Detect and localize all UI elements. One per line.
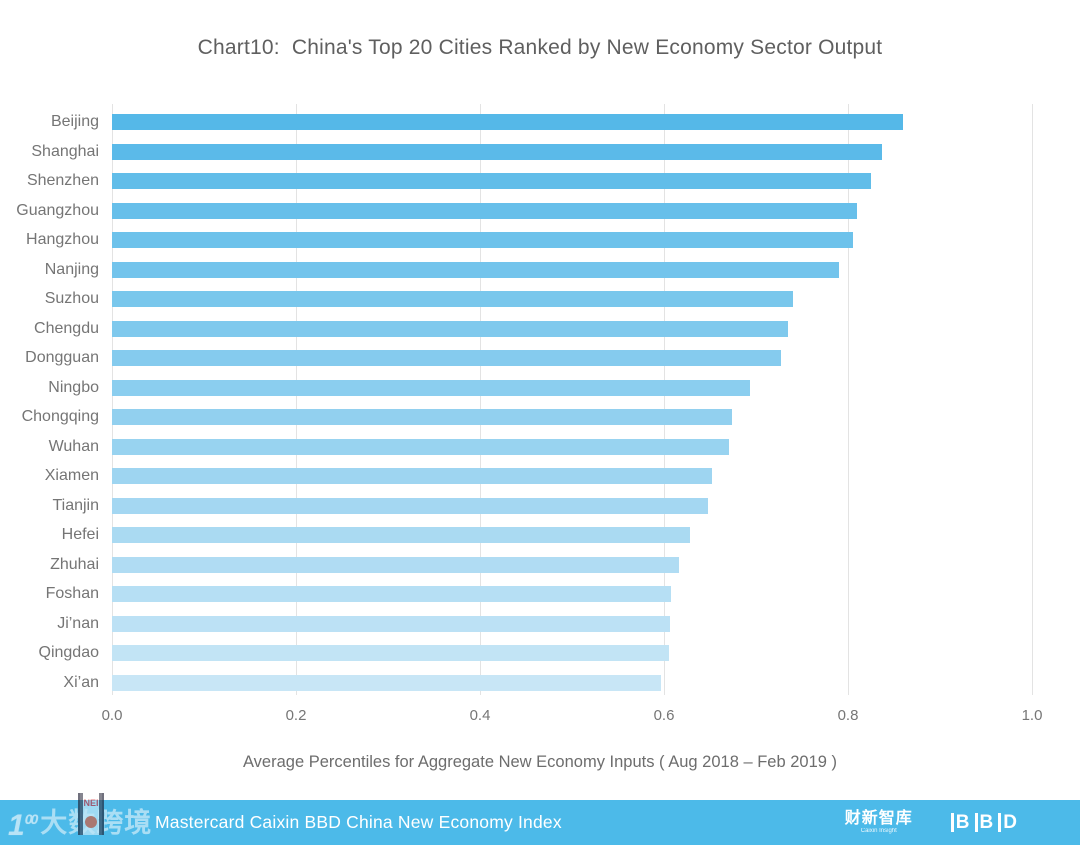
bar-row: Suzhou	[45, 291, 1032, 308]
plot-area: Beijing Shanghai Shenzhen Guangzhou Hangzhou…	[16, 104, 1033, 695]
watermark-text: 大数跨境	[40, 807, 153, 838]
bar[interactable]	[112, 232, 853, 249]
caixin-logo-subtext: Caixin Insight	[860, 827, 897, 834]
bar-row: Zhuhai	[50, 556, 1032, 573]
bar[interactable]	[112, 438, 730, 455]
bar-label: Beijing	[50, 113, 99, 130]
bar[interactable]	[112, 468, 712, 485]
bbd-logo-letter: D	[998, 813, 1017, 832]
bar-label: Xiamen	[44, 467, 99, 485]
gridline	[480, 104, 481, 695]
bar-row: Chongqing	[22, 409, 1032, 426]
nei-logo-icon: NEI	[78, 793, 104, 835]
bar-label: Xi’an	[63, 673, 99, 691]
gridline	[664, 104, 665, 695]
gridline	[848, 104, 849, 695]
nei-dot-icon	[85, 816, 97, 828]
bar-row: Qingdao	[39, 645, 1032, 662]
bar[interactable]	[112, 615, 671, 632]
bar-label: Dongguan	[25, 349, 99, 367]
bar-row: Hefei	[62, 527, 1032, 544]
bar-label: Tianjin	[52, 496, 99, 514]
nei-label: NEI	[83, 798, 99, 808]
bar-rows: Beijing Shanghai Shenzhen Guangzhou Hangzhou…	[16, 114, 1032, 691]
footer-bar: 100 大数跨境 NEI Mastercard Caixin BBD China…	[0, 793, 1080, 845]
bar-row: Ningbo	[48, 379, 1032, 396]
bar[interactable]	[112, 674, 662, 691]
x-axis-label: Average Percentiles for Aggregate New Ec…	[242, 753, 838, 771]
x-axis-ticks: 0.0 0.2 0.4 0.6 0.8 1.0	[102, 707, 1043, 727]
bar-row: Hangzhou	[26, 232, 1032, 249]
x-tick-label: 0.2	[285, 707, 307, 724]
bar[interactable]	[112, 202, 858, 219]
bar[interactable]	[112, 645, 669, 662]
x-tick-label: 0.4	[469, 707, 491, 724]
bar[interactable]	[112, 320, 789, 337]
bar-row: Wuhan	[49, 438, 1032, 455]
bar-row: Ji’nan	[57, 615, 1032, 632]
x-tick-label: 1.0	[1021, 707, 1043, 724]
bar[interactable]	[112, 143, 883, 160]
bar-row: Tianjin	[52, 497, 1032, 514]
bar-label: Ji’nan	[57, 614, 99, 632]
bar[interactable]	[112, 350, 781, 367]
bar-row: Guangzhou	[16, 202, 1032, 219]
bar-row: Beijing	[51, 114, 1032, 130]
bar[interactable]	[112, 586, 672, 603]
bar-row: Shenzhen	[27, 173, 1032, 190]
bar-label: Hefei	[61, 526, 99, 544]
chart-title: Chart10: China's Top 20 Cities Ranked by…	[197, 36, 883, 59]
bar-row: Chengdu	[34, 320, 1032, 337]
x-tick-label: 0.8	[837, 707, 859, 724]
bar[interactable]	[112, 527, 690, 544]
watermark: 100 大数跨境 NEI	[8, 793, 153, 842]
gridline	[112, 104, 113, 695]
caixin-logo-text: 财新智库	[844, 809, 913, 827]
bar-label: Chongqing	[21, 408, 99, 426]
bar-label: Zhuhai	[50, 555, 99, 573]
bar[interactable]	[112, 409, 733, 426]
bar-label: Hangzhou	[26, 231, 99, 249]
bar[interactable]	[112, 291, 793, 308]
bbd-logo-letter: B	[950, 813, 970, 832]
bar-row: Nanjing	[45, 261, 1032, 278]
bar-row: Xiamen	[45, 468, 1032, 485]
bar[interactable]	[112, 173, 871, 190]
bar-label: Chengdu	[34, 319, 99, 337]
bar[interactable]	[112, 379, 750, 396]
bar-label: Foshan	[45, 585, 99, 603]
x-tick-label: 0.0	[101, 707, 123, 724]
gridline	[296, 104, 297, 695]
bar-row: Xi’an	[63, 674, 1032, 691]
bar-label: Shenzhen	[26, 172, 99, 190]
bbd-logo-letter: B	[974, 813, 993, 832]
bar-label: Wuhan	[48, 437, 99, 455]
gridline	[1032, 104, 1033, 695]
bar-label: Suzhou	[44, 290, 99, 308]
bar[interactable]	[112, 261, 839, 278]
footer-title: Mastercard Caixin BBD China New Economy …	[155, 812, 562, 832]
x-tick-label: 0.6	[653, 707, 675, 724]
bar-row: Dongguan	[25, 350, 1032, 367]
bar[interactable]	[112, 114, 904, 130]
bar-label: Qingdao	[38, 644, 100, 662]
bar[interactable]	[112, 556, 679, 573]
caixin-insight-logo: 财新智库 Caixin Insight	[844, 809, 913, 835]
watermark-100-icon: 100	[8, 809, 38, 842]
bar[interactable]	[112, 497, 709, 514]
bar-row: Foshan	[46, 586, 1032, 603]
bar-row: Shanghai	[31, 143, 1032, 160]
bar-label: Nanjing	[44, 260, 99, 278]
bar-label: Ningbo	[48, 378, 99, 396]
bar-label: Guangzhou	[16, 201, 99, 219]
bar-label: Shanghai	[31, 142, 99, 160]
